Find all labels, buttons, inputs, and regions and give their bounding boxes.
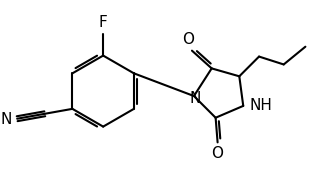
Text: N: N	[1, 112, 12, 127]
Text: F: F	[99, 15, 108, 30]
Text: N: N	[189, 91, 201, 106]
Text: NH: NH	[249, 98, 272, 113]
Text: O: O	[182, 32, 194, 47]
Text: O: O	[212, 146, 223, 161]
